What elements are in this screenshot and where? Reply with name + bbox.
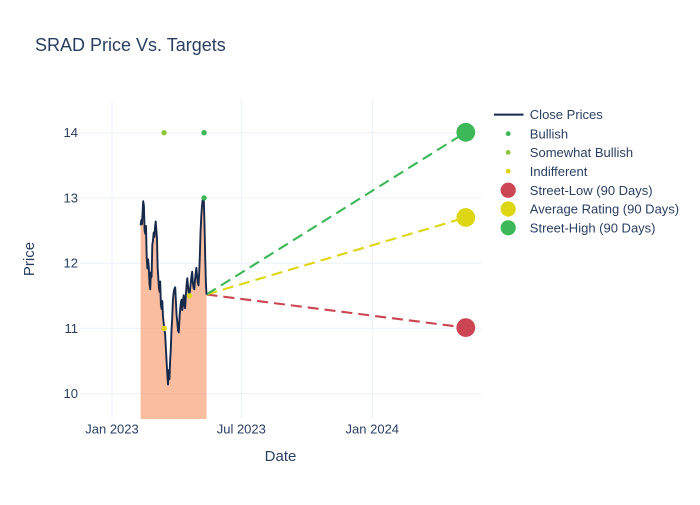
svg-text:Somewhat Bullish: Somewhat Bullish [530,145,633,160]
svg-text:Jan 2024: Jan 2024 [346,421,400,436]
svg-text:Close Prices: Close Prices [530,107,603,122]
svg-text:Jul 2023: Jul 2023 [217,421,266,436]
svg-text:SRAD Price Vs. Targets: SRAD Price Vs. Targets [35,35,226,55]
svg-text:14: 14 [64,125,78,140]
svg-text:Street-High (90 Days): Street-High (90 Days) [530,220,656,235]
svg-text:Date: Date [265,448,297,465]
svg-text:12: 12 [64,256,78,271]
svg-text:11: 11 [65,321,79,336]
svg-text:13: 13 [64,190,78,205]
svg-text:10: 10 [64,386,78,401]
svg-text:Jan 2023: Jan 2023 [85,421,139,436]
svg-text:Street-Low (90 Days): Street-Low (90 Days) [530,183,653,198]
svg-text:Indifferent: Indifferent [530,164,588,179]
svg-text:Average Rating (90 Days): Average Rating (90 Days) [530,202,679,217]
svg-text:Bullish: Bullish [530,126,568,141]
svg-text:Price: Price [21,242,38,276]
